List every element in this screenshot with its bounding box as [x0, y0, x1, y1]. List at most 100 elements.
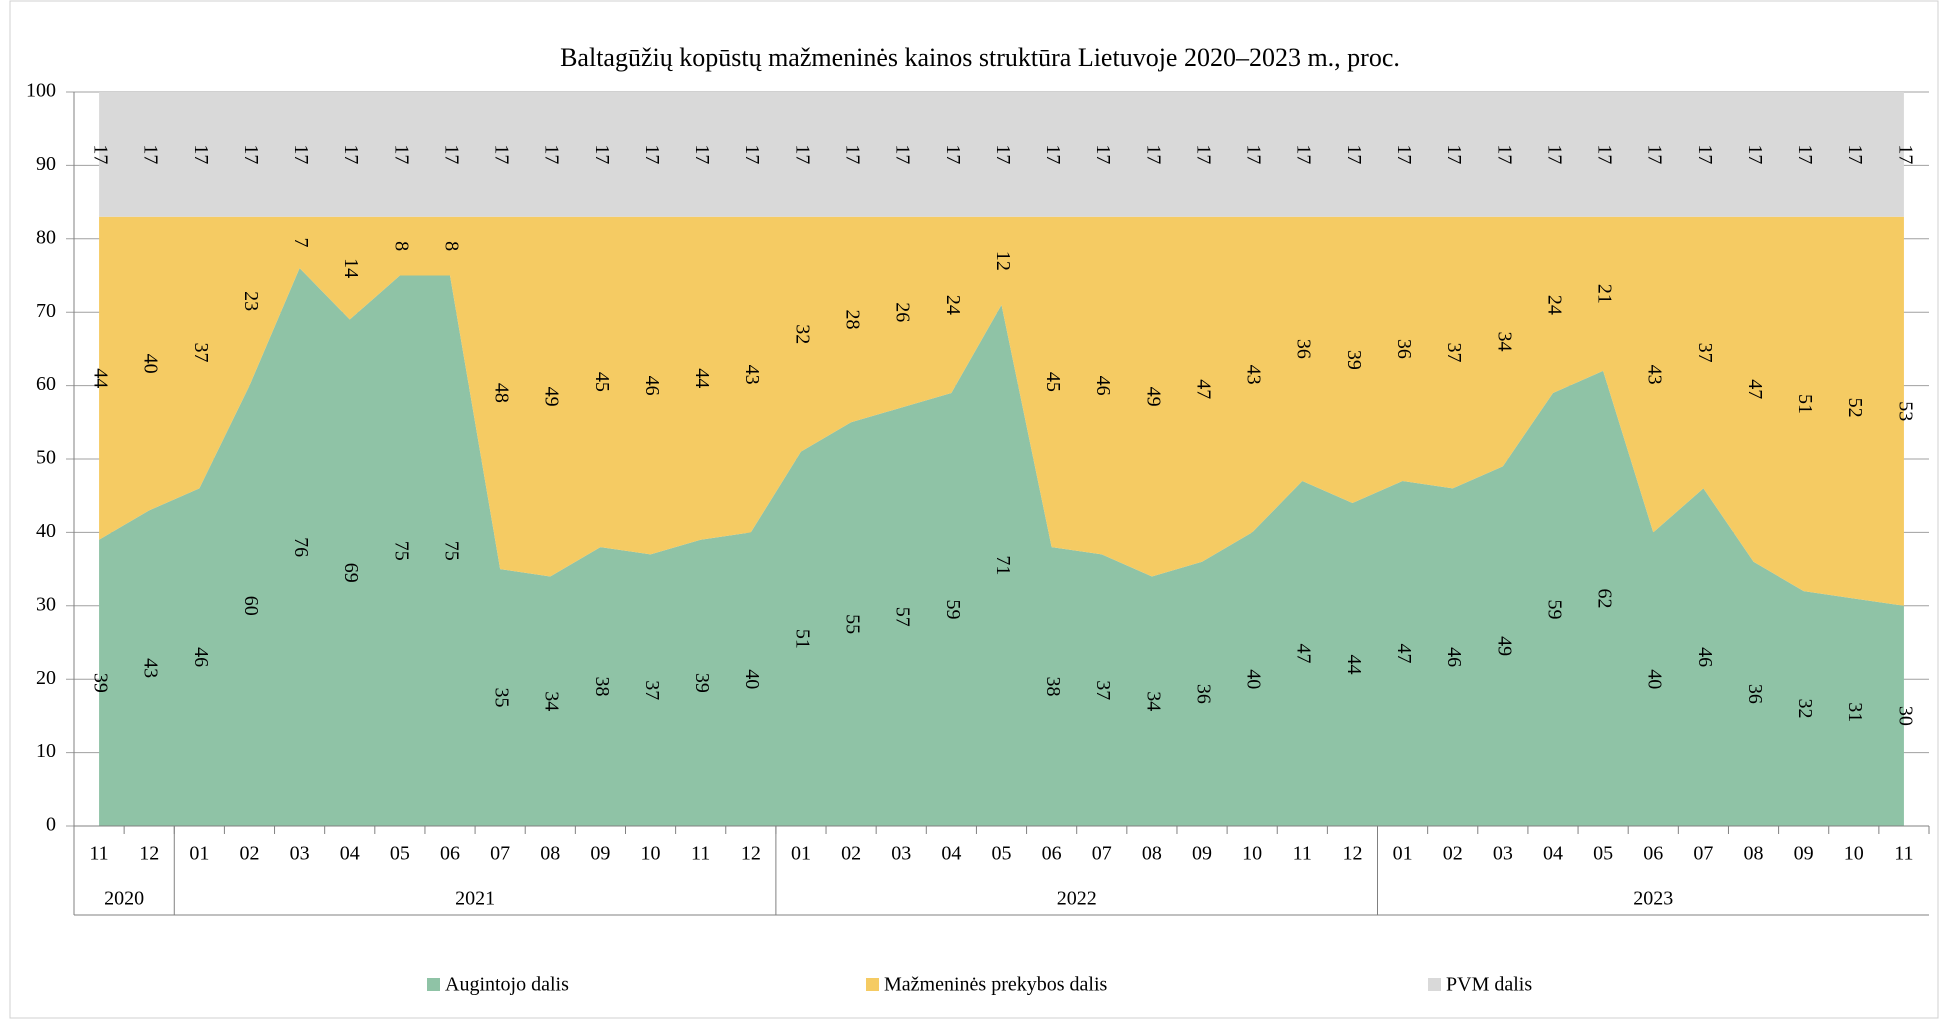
- year-label: 2021: [455, 888, 495, 910]
- data-label: 17: [1042, 144, 1064, 164]
- legend-swatch: [427, 978, 440, 991]
- data-label: 76: [290, 537, 312, 557]
- data-label: 24: [942, 295, 964, 315]
- data-label: 17: [1192, 144, 1214, 164]
- data-label: 39: [89, 673, 111, 693]
- data-label: 7: [290, 237, 312, 247]
- data-label: 59: [1543, 599, 1565, 619]
- data-label: 45: [1042, 372, 1064, 392]
- data-label: 17: [892, 144, 914, 164]
- data-label: 17: [140, 144, 162, 164]
- data-label: 37: [190, 343, 212, 363]
- x-tick-label: 09: [1794, 843, 1814, 865]
- data-label: 47: [1293, 644, 1315, 664]
- data-label: 34: [1493, 332, 1515, 352]
- y-tick-label: 0: [46, 814, 56, 836]
- y-tick-label: 100: [26, 80, 56, 102]
- x-tick-label: 11: [691, 843, 710, 865]
- data-label: 47: [1393, 644, 1415, 664]
- x-tick-label: 08: [1142, 843, 1162, 865]
- legend-swatch: [866, 978, 879, 991]
- data-label: 17: [1543, 144, 1565, 164]
- data-label: 39: [691, 673, 713, 693]
- x-tick-label: 05: [390, 843, 410, 865]
- y-tick-label: 80: [36, 226, 56, 248]
- data-label: 17: [791, 144, 813, 164]
- data-label: 38: [1042, 677, 1064, 697]
- data-label: 17: [1694, 144, 1716, 164]
- data-label: 38: [591, 677, 613, 697]
- data-label: 75: [440, 541, 462, 561]
- data-label: 17: [1393, 144, 1415, 164]
- data-label: 55: [842, 614, 864, 634]
- data-label: 53: [1894, 401, 1916, 421]
- data-label: 26: [892, 302, 914, 322]
- data-label: 40: [1644, 669, 1666, 689]
- data-label: 71: [992, 555, 1014, 575]
- x-tick-label: 06: [440, 843, 460, 865]
- data-label: 23: [240, 291, 262, 311]
- data-label: 60: [240, 596, 262, 616]
- data-label: 69: [340, 563, 362, 583]
- x-tick-label: 04: [941, 843, 961, 865]
- y-tick-label: 20: [36, 667, 56, 689]
- data-label: 49: [541, 387, 563, 407]
- data-label: 17: [190, 144, 212, 164]
- x-tick-label: 11: [1894, 843, 1913, 865]
- data-label: 40: [140, 354, 162, 374]
- data-label: 37: [641, 680, 663, 700]
- legend-label: Mažmeninės prekybos dalis: [884, 974, 1107, 996]
- x-tick-label: 02: [239, 843, 259, 865]
- data-label: 59: [942, 599, 964, 619]
- data-label: 35: [491, 688, 513, 708]
- x-tick-label: 04: [1543, 843, 1563, 865]
- x-tick-label: 01: [189, 843, 209, 865]
- x-tick-label: 02: [1443, 843, 1463, 865]
- data-label: 17: [1794, 144, 1816, 164]
- data-label: 43: [1243, 365, 1265, 385]
- y-tick-label: 70: [36, 300, 56, 322]
- data-label: 52: [1844, 398, 1866, 418]
- data-label: 47: [1192, 379, 1214, 399]
- x-tick-label: 11: [89, 843, 108, 865]
- x-tick-label: 06: [1042, 843, 1062, 865]
- data-label: 17: [1443, 144, 1465, 164]
- x-tick-label: 09: [1192, 843, 1212, 865]
- year-label: 2022: [1057, 888, 1097, 910]
- y-tick-label: 50: [36, 447, 56, 469]
- data-label: 17: [691, 144, 713, 164]
- data-label: 21: [1594, 284, 1616, 304]
- data-label: 17: [1493, 144, 1515, 164]
- data-label: 40: [1243, 669, 1265, 689]
- data-label: 43: [741, 365, 763, 385]
- x-tick-label: 11: [1293, 843, 1312, 865]
- data-label: 17: [240, 144, 262, 164]
- data-label: 49: [1493, 636, 1515, 656]
- data-label: 32: [791, 324, 813, 344]
- data-label: 32: [1794, 699, 1816, 719]
- legend-swatch: [1428, 978, 1441, 991]
- data-label: 36: [1293, 339, 1315, 359]
- year-label: 2020: [104, 888, 144, 910]
- data-label: 17: [1343, 144, 1365, 164]
- data-label: 44: [89, 368, 111, 388]
- data-label: 37: [1694, 343, 1716, 363]
- x-tick-label: 05: [992, 843, 1012, 865]
- data-label: 17: [641, 144, 663, 164]
- data-label: 17: [541, 144, 563, 164]
- data-label: 17: [992, 144, 1014, 164]
- data-label: 75: [390, 541, 412, 561]
- data-label: 17: [290, 144, 312, 164]
- data-label: 51: [791, 629, 813, 649]
- data-label: 17: [440, 144, 462, 164]
- data-label: 44: [691, 368, 713, 388]
- data-label: 57: [892, 607, 914, 627]
- x-tick-label: 08: [1744, 843, 1764, 865]
- x-tick-label: 03: [891, 843, 911, 865]
- x-tick-label: 10: [1242, 843, 1262, 865]
- data-label: 45: [591, 372, 613, 392]
- area: [99, 92, 1904, 217]
- data-label: 47: [1744, 379, 1766, 399]
- data-label: 62: [1594, 588, 1616, 608]
